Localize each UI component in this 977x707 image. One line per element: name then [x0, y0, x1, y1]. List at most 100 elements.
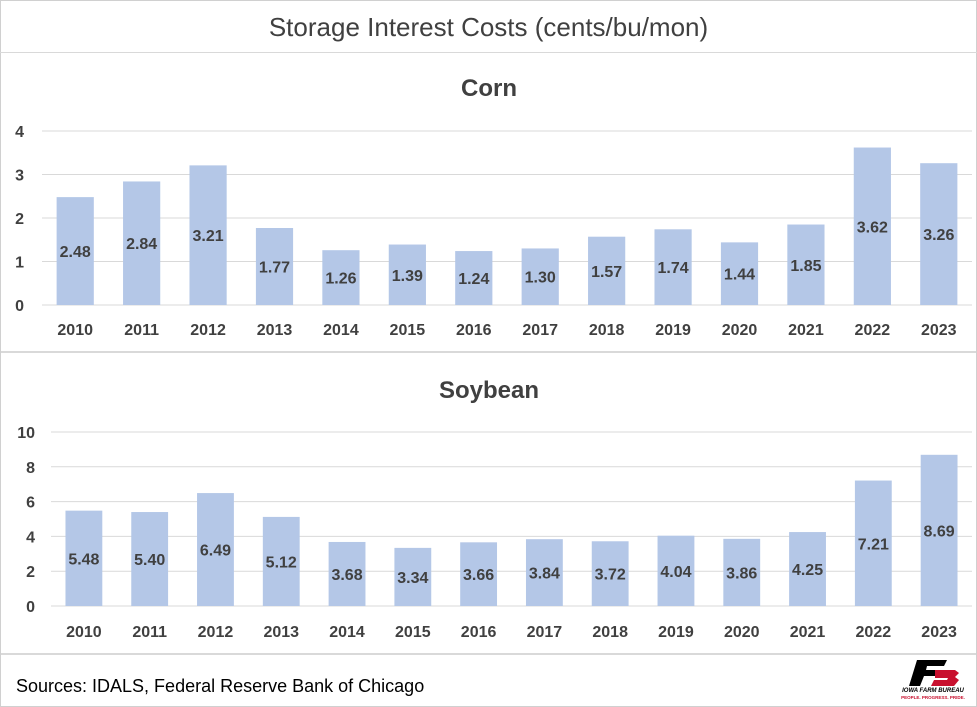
soybean-x-tick-label: 2020: [724, 624, 760, 641]
soybean-data-label: 3.72: [595, 567, 626, 584]
corn-data-label: 3.26: [923, 227, 954, 244]
soybean-y-tick-label: 4: [26, 529, 35, 546]
soybean-x-tick-label: 2022: [856, 624, 892, 641]
soybean-bar-2010: [65, 510, 103, 606]
soybean-x-tick-label: 2018: [592, 624, 628, 641]
soybean-data-label: 6.49: [200, 543, 231, 560]
corn-y-tick-label: 2: [15, 211, 24, 228]
corn-bar-2019: [654, 229, 692, 305]
soybean-y-tick-label: 10: [17, 425, 35, 442]
soybean-data-label: 5.40: [134, 552, 165, 569]
corn-chart-title: Corn: [461, 75, 517, 102]
corn-bar-2018: [588, 236, 626, 305]
soybean-x-tick-label: 2023: [921, 624, 957, 641]
soybean-data-label: 7.21: [858, 536, 889, 553]
corn-bar-2010: [56, 197, 94, 305]
corn-x-tick-label: 2016: [456, 322, 492, 339]
corn-data-label: 3.21: [193, 228, 224, 245]
corn-bar-2023: [920, 163, 958, 305]
soybean-data-label: 5.12: [266, 554, 297, 571]
corn-data-label: 1.26: [325, 271, 356, 288]
logo-tagline: PEOPLE. PROGRESS. PRIDE.: [901, 695, 965, 700]
logo-name: IOWA FARM BUREAU: [902, 688, 964, 694]
corn-y-tick-label: 0: [15, 298, 24, 315]
corn-x-tick-label: 2019: [655, 322, 691, 339]
corn-x-tick-label: 2022: [855, 322, 891, 339]
corn-data-label: 1.24: [458, 271, 489, 288]
corn-bar-2014: [322, 250, 360, 305]
corn-bar-2022: [853, 147, 891, 305]
soybean-x-tick-label: 2021: [790, 624, 826, 641]
soybean-data-label: 3.86: [726, 565, 757, 582]
soybean-y-tick-label: 2: [26, 564, 35, 581]
corn-x-tick-label: 2023: [921, 322, 957, 339]
soybean-x-tick-label: 2012: [198, 624, 234, 641]
soybean-x-tick-label: 2015: [395, 624, 431, 641]
fb-logo-icon: [909, 660, 959, 686]
corn-y-tick-label: 4: [15, 124, 24, 141]
soybean-x-tick-label: 2016: [461, 624, 497, 641]
corn-x-tick-label: 2011: [124, 322, 159, 339]
soybean-y-tick-label: 8: [26, 460, 35, 477]
soybean-bar-2011: [131, 512, 169, 606]
corn-y-tick-label: 1: [15, 255, 24, 272]
corn-chart: Corn 0 1 2 3 4 2.48 2010 2.84 2011 3.21 2012 1.77 201…: [15, 75, 972, 339]
soybean-data-label: 5.48: [68, 551, 99, 568]
soybean-bar-2018: [591, 541, 629, 606]
corn-data-label: 1.44: [724, 267, 755, 284]
soybean-data-label: 3.84: [529, 566, 560, 583]
soybean-bar-2014: [328, 541, 366, 606]
corn-bar-2016: [455, 251, 493, 305]
corn-x-tick-label: 2010: [57, 322, 93, 339]
soybean-y-tick-label: 0: [26, 599, 35, 616]
main-title: Storage Interest Costs (cents/bu/mon): [0, 0, 977, 53]
soybean-bar-2013: [262, 516, 300, 606]
corn-data-label: 1.74: [658, 260, 689, 277]
corn-bar-2021: [787, 224, 825, 305]
soybean-bar-2016: [460, 542, 498, 606]
soybean-y-tick-label: 6: [26, 495, 35, 512]
corn-data-label: 1.57: [591, 264, 622, 281]
corn-y-tick-label: 3: [15, 168, 24, 185]
corn-x-tick-label: 2015: [390, 322, 426, 339]
soybean-panel: Soybean 0 2 4 6 8 10 5.48 2010 5.40 2011 6.49 2012 5.…: [1, 353, 976, 655]
corn-data-label: 1.39: [392, 268, 423, 285]
soybean-bar-2015: [394, 547, 432, 606]
corn-bar-2013: [255, 228, 294, 305]
soybean-data-label: 4.04: [660, 564, 691, 581]
soybean-x-tick-label: 2014: [329, 624, 365, 641]
corn-x-tick-label: 2021: [788, 322, 824, 339]
soybean-data-label: 8.69: [924, 523, 955, 540]
corn-x-tick-label: 2020: [722, 322, 758, 339]
corn-x-tick-label: 2014: [323, 322, 359, 339]
soybean-x-tick-label: 2017: [527, 624, 563, 641]
corn-bar-2012: [189, 165, 227, 305]
soybean-bar-2023: [920, 454, 958, 606]
corn-data-label: 2.48: [60, 244, 91, 261]
corn-x-tick-label: 2013: [257, 322, 293, 339]
soybean-x-tick-label: 2010: [66, 624, 102, 641]
soybean-bar-2017: [525, 539, 563, 606]
source-note: Sources: IDALS, Federal Reserve Bank of …: [16, 676, 425, 696]
corn-data-label: 2.84: [126, 236, 157, 253]
soybean-data-label: 3.34: [397, 570, 428, 587]
soybean-chart: Soybean 0 2 4 6 8 10 5.48 2010 5.40 2011 6.49 2012 5.…: [17, 377, 972, 641]
farm-bureau-logo: IOWA FARM BUREAU PEOPLE. PROGRESS. PRIDE…: [897, 658, 969, 704]
soybean-bar-2021: [789, 532, 826, 606]
soybean-data-label: 3.66: [463, 567, 494, 584]
corn-bar-2011: [123, 181, 161, 305]
soybean-bar-2012: [197, 493, 234, 606]
corn-x-tick-label: 2012: [190, 322, 226, 339]
corn-bar-2020: [720, 242, 759, 305]
soybean-bar-2019: [657, 535, 695, 606]
corn-bar-2017: [521, 248, 559, 305]
soybean-chart-title: Soybean: [439, 377, 539, 404]
corn-x-tick-label: 2018: [589, 322, 625, 339]
corn-data-label: 3.62: [857, 219, 888, 236]
soybean-bar-2022: [854, 480, 892, 606]
soybean-bar-2020: [723, 538, 761, 606]
soybean-x-tick-label: 2011: [132, 624, 167, 641]
corn-data-label: 1.85: [790, 258, 821, 275]
soybean-data-label: 4.25: [792, 562, 823, 579]
soybean-x-tick-label: 2019: [658, 624, 694, 641]
